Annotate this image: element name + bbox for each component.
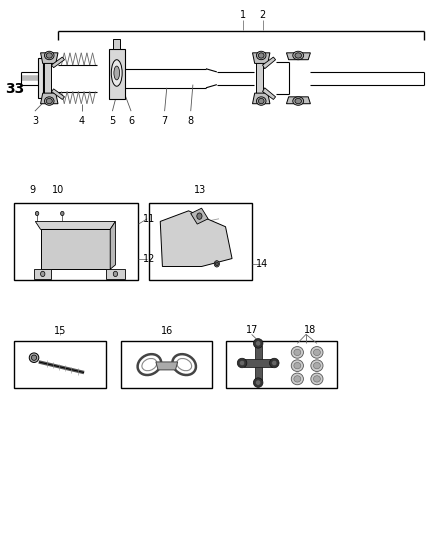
Polygon shape xyxy=(262,88,276,100)
Ellipse shape xyxy=(35,212,39,216)
Text: 6: 6 xyxy=(128,116,134,126)
Polygon shape xyxy=(256,62,262,94)
Ellipse shape xyxy=(45,51,54,60)
Polygon shape xyxy=(44,62,51,94)
Ellipse shape xyxy=(295,53,301,58)
Polygon shape xyxy=(244,359,272,367)
Polygon shape xyxy=(113,38,120,49)
Text: 12: 12 xyxy=(143,254,155,263)
Polygon shape xyxy=(51,57,64,68)
Ellipse shape xyxy=(256,51,266,60)
Ellipse shape xyxy=(255,380,261,385)
Ellipse shape xyxy=(311,360,323,372)
Polygon shape xyxy=(109,49,124,100)
Ellipse shape xyxy=(258,53,264,58)
Text: 8: 8 xyxy=(187,116,194,126)
Ellipse shape xyxy=(314,349,321,356)
Ellipse shape xyxy=(314,376,321,382)
Polygon shape xyxy=(51,89,64,100)
Ellipse shape xyxy=(272,360,277,366)
Ellipse shape xyxy=(294,376,301,382)
Text: 17: 17 xyxy=(245,325,258,335)
Ellipse shape xyxy=(29,353,39,362)
Ellipse shape xyxy=(32,355,37,360)
Text: 33: 33 xyxy=(5,82,24,96)
Ellipse shape xyxy=(113,271,117,277)
Polygon shape xyxy=(41,229,110,269)
Text: 16: 16 xyxy=(161,326,173,336)
Text: 15: 15 xyxy=(54,326,66,336)
Ellipse shape xyxy=(291,346,304,358)
Ellipse shape xyxy=(293,51,304,60)
Ellipse shape xyxy=(294,362,301,369)
Ellipse shape xyxy=(253,378,263,387)
Polygon shape xyxy=(262,57,276,69)
Ellipse shape xyxy=(258,99,264,104)
Ellipse shape xyxy=(314,362,321,369)
Ellipse shape xyxy=(46,53,52,58)
Polygon shape xyxy=(41,93,58,104)
Ellipse shape xyxy=(291,360,304,372)
Text: 7: 7 xyxy=(162,116,168,126)
Text: 1: 1 xyxy=(240,10,246,20)
Ellipse shape xyxy=(311,373,323,385)
Ellipse shape xyxy=(311,346,323,358)
Polygon shape xyxy=(253,93,270,104)
Ellipse shape xyxy=(114,66,120,80)
Ellipse shape xyxy=(253,338,263,348)
Polygon shape xyxy=(286,53,311,60)
Ellipse shape xyxy=(41,271,45,277)
Polygon shape xyxy=(156,362,178,370)
Polygon shape xyxy=(35,221,116,229)
Ellipse shape xyxy=(295,99,301,104)
Text: 18: 18 xyxy=(304,325,317,335)
Polygon shape xyxy=(191,208,208,224)
Polygon shape xyxy=(254,346,261,380)
Text: 9: 9 xyxy=(30,184,36,195)
Ellipse shape xyxy=(197,213,202,219)
Text: 4: 4 xyxy=(79,116,85,126)
Ellipse shape xyxy=(60,212,64,216)
Ellipse shape xyxy=(256,97,266,106)
Text: 3: 3 xyxy=(32,116,38,126)
Text: 10: 10 xyxy=(52,184,64,195)
Polygon shape xyxy=(106,269,125,279)
Ellipse shape xyxy=(214,261,219,267)
Ellipse shape xyxy=(255,341,261,346)
Ellipse shape xyxy=(293,97,304,106)
Ellipse shape xyxy=(240,360,245,366)
Polygon shape xyxy=(160,211,232,266)
Text: 14: 14 xyxy=(256,259,268,269)
Ellipse shape xyxy=(46,99,52,104)
Ellipse shape xyxy=(237,358,247,368)
Polygon shape xyxy=(39,58,43,99)
Text: 2: 2 xyxy=(259,10,266,20)
Ellipse shape xyxy=(45,97,54,106)
Ellipse shape xyxy=(269,358,279,368)
Text: 5: 5 xyxy=(109,116,116,126)
Text: 11: 11 xyxy=(143,214,155,224)
Ellipse shape xyxy=(111,60,122,86)
Polygon shape xyxy=(110,221,116,269)
Polygon shape xyxy=(253,53,270,63)
Ellipse shape xyxy=(291,373,304,385)
Ellipse shape xyxy=(215,262,219,266)
Ellipse shape xyxy=(294,349,301,356)
Polygon shape xyxy=(41,53,58,63)
Text: 13: 13 xyxy=(194,184,207,195)
Polygon shape xyxy=(286,97,311,104)
Polygon shape xyxy=(34,269,51,279)
